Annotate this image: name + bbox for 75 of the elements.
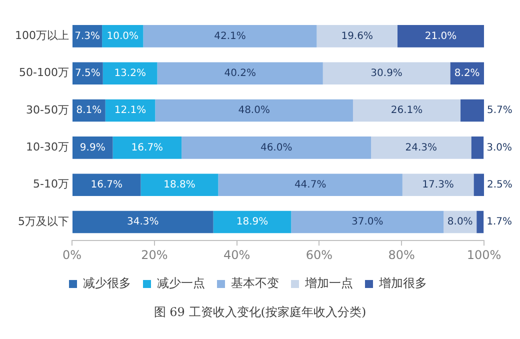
bar [213,210,292,234]
data-label: 16.7% [90,179,123,190]
bar [112,136,182,159]
caption: 图 69 工资收入变化(按家庭年收入分类) [152,304,368,321]
data-label: 9.9% [80,142,106,154]
bar [471,136,484,159]
data-label: 34.3% [127,216,159,228]
x-tick-label: 100% [466,248,502,262]
data-label: 8.2% [454,68,480,79]
data-label: 48.0% [238,105,270,116]
bar [460,99,484,122]
bar [102,25,144,48]
bar [143,25,317,48]
data-label: 19.6% [341,30,373,42]
legend-label: 减少一点 [157,276,205,290]
x-tick-label: 40% [223,248,250,262]
bar [102,62,158,84]
data-label: 16.7% [131,142,164,154]
bar [140,174,218,196]
legend-label: 增加很多 [378,276,427,290]
bar [155,99,353,122]
y-tick-label: 100万以上 [14,29,69,42]
data-label: 40.2% [224,68,256,79]
bar [72,62,103,84]
bar [72,136,113,159]
data-label: 7.5% [74,68,100,79]
legend-label: 增加一点 [304,276,353,290]
data-label: 10.0% [106,30,139,42]
data-label: 18.9% [236,216,268,228]
data-label: 42.1% [214,30,246,42]
x-tick-label: 0% [62,248,82,262]
bar [218,174,402,196]
data-label: 2.5% [487,179,512,190]
data-label: 8.1% [76,105,102,116]
y-tick-label: 50-100万 [19,66,69,80]
data-label: 8.0% [447,216,473,228]
x-tick-label: 20% [141,248,168,262]
y-tick-label: 30-50万 [26,103,69,116]
bar [157,62,323,84]
x-tick-label: 80% [388,248,415,262]
y-tick-label: 5-10万 [33,178,69,191]
data-label: 17.3% [422,179,454,190]
data-label: 46.0% [260,142,292,154]
bar [402,174,474,196]
data-label: 37.0% [352,216,384,228]
bar [72,174,141,196]
bar [450,62,484,84]
data-label: 12.1% [114,105,146,116]
y-tick-label: 5万及以下 [18,214,69,228]
y-tick-label: 10-30万 [26,140,69,154]
data-label: 24.3% [405,142,438,154]
data-label: 30.9% [370,68,402,79]
bar [316,25,398,48]
bar [105,99,156,122]
bar [291,210,444,234]
bar [322,62,450,84]
legend-label: 基本不变 [231,276,279,290]
legend-label: 减少很多 [83,276,131,290]
data-label: 26.1% [390,105,423,116]
data-label: 18.8% [164,179,196,190]
bar [352,99,461,122]
data-label: 21.0% [424,30,457,42]
bar [474,174,484,196]
data-label: 3.0% [486,142,512,154]
bar [72,210,214,234]
bar [476,210,484,234]
data-label: 44.7% [294,179,326,190]
x-tick-label: 60% [306,248,333,262]
bar [371,136,472,159]
data-label: 7.3% [74,30,100,42]
data-label: 13.2% [114,68,146,79]
data-label: 5.7% [487,105,512,116]
data-label: 1.7% [486,216,512,228]
bar [397,25,484,48]
bar [182,136,372,159]
